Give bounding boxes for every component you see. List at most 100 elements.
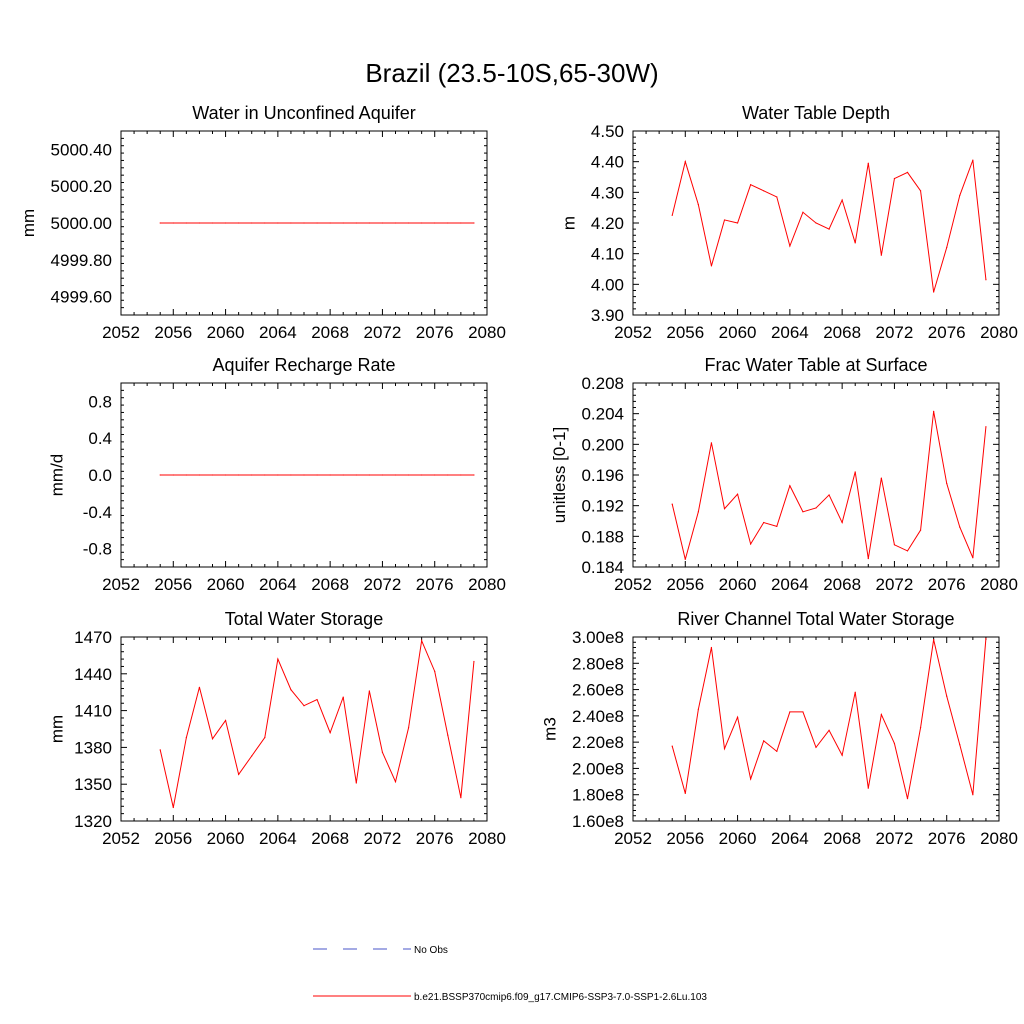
data-point — [434, 474, 436, 476]
x-tick-label: 2068 — [311, 323, 349, 342]
x-tick-label: 2052 — [614, 575, 652, 594]
data-point — [238, 222, 240, 224]
data-point — [211, 222, 214, 224]
y-axis-label: mm — [48, 715, 67, 743]
x-tick-label: 2056 — [666, 575, 704, 594]
data-point — [277, 474, 279, 476]
data-point — [671, 503, 673, 505]
figure-title: Brazil (23.5-10S,65-30W) — [365, 58, 658, 88]
data-point — [684, 161, 686, 163]
data-point — [303, 222, 305, 224]
data-point — [172, 222, 174, 224]
data-point — [802, 711, 804, 713]
x-tick-label: 2068 — [823, 575, 861, 594]
y-tick-label: 2.60e8 — [572, 681, 624, 700]
data-point — [893, 544, 896, 546]
data-point — [172, 806, 174, 809]
x-tick-label: 2064 — [771, 829, 809, 848]
x-tick-label: 2060 — [719, 575, 757, 594]
data-point — [919, 727, 922, 729]
data-point — [684, 792, 686, 795]
panel-4: Frac Water Table at Surface 2052 2056 2060 2… — [550, 355, 1018, 594]
y-tick-label: 0.184 — [581, 558, 624, 577]
y-axis-label: unitless [0-1] — [550, 427, 569, 523]
data-point — [906, 550, 909, 552]
x-tick-label: 2080 — [468, 323, 506, 342]
y-tick-label: -0.8 — [83, 540, 112, 559]
x-tick-label: 2068 — [311, 829, 349, 848]
series-line — [671, 411, 987, 560]
y-tick-label: 3.90 — [591, 306, 624, 325]
panel-title: Frac Water Table at Surface — [704, 355, 927, 375]
x-tick-label: 2052 — [614, 323, 652, 342]
data-point — [985, 426, 987, 428]
panel-6: River Channel Total Water Storage 2052 205… — [540, 609, 1018, 848]
data-point — [264, 474, 266, 476]
legend-no-obs-label: No Obs — [414, 945, 448, 956]
data-point — [159, 749, 161, 751]
y-tick-label: -0.4 — [83, 503, 112, 522]
panel-title: Aquifer Recharge Rate — [212, 355, 395, 375]
data-point — [736, 716, 739, 718]
panel-title: Water in Unconfined Aquifer — [192, 103, 415, 123]
x-tick-label: 2056 — [154, 575, 192, 594]
data-point — [880, 477, 882, 479]
panel-1: Water in Unconfined Aquifer 2052 2056 2060 2… — [19, 103, 506, 342]
data-point — [815, 222, 817, 224]
data-point — [394, 222, 397, 224]
y-tick-label: 5000.40 — [51, 140, 112, 159]
data-point — [959, 526, 961, 528]
data-point — [368, 474, 370, 476]
data-point — [972, 159, 974, 161]
data-point — [277, 222, 279, 224]
data-point — [342, 696, 344, 698]
legend: No Obs b.e21.BSSP370cmip6.f09_g17.CMIP6-… — [313, 945, 707, 1003]
data-point — [933, 291, 935, 293]
data-point — [933, 410, 935, 412]
data-point — [867, 787, 869, 789]
data-point — [381, 474, 384, 476]
data-point — [841, 199, 843, 201]
y-tick-label: 4.20 — [591, 214, 624, 233]
panel-title: Water Table Depth — [742, 103, 890, 123]
data-point — [460, 797, 462, 799]
data-point — [460, 474, 462, 476]
x-tick-label: 2060 — [207, 829, 245, 848]
x-tick-label: 2064 — [771, 575, 809, 594]
y-tick-label: 0.8 — [88, 392, 112, 411]
x-tick-label: 2076 — [416, 829, 454, 848]
y-tick-label: 4.30 — [591, 183, 624, 202]
x-tick-label: 2056 — [666, 829, 704, 848]
data-point — [251, 474, 253, 476]
data-point — [224, 222, 227, 224]
y-tick-label: 1.60e8 — [572, 812, 624, 831]
data-point — [789, 485, 791, 487]
x-tick-label: 2064 — [771, 323, 809, 342]
y-tick-label: 1470 — [74, 628, 112, 647]
y-tick-label: 0.4 — [88, 429, 112, 448]
data-point — [185, 736, 187, 739]
data-point — [394, 474, 397, 476]
data-point — [946, 246, 948, 249]
data-point — [185, 474, 187, 476]
data-point — [750, 184, 752, 186]
data-point — [736, 493, 739, 495]
data-point — [277, 658, 279, 660]
data-point — [447, 474, 449, 476]
data-point — [985, 637, 987, 639]
data-point — [368, 222, 370, 224]
data-point — [316, 474, 318, 476]
data-point — [763, 190, 765, 192]
data-point — [750, 543, 752, 545]
y-tick-label: 1.80e8 — [572, 786, 624, 805]
x-tick-label: 2076 — [928, 575, 966, 594]
data-point — [828, 729, 830, 731]
data-point — [421, 222, 423, 224]
data-point — [723, 748, 726, 750]
data-point — [906, 798, 909, 800]
y-tick-label: 0.200 — [581, 435, 624, 454]
x-tick-label: 2056 — [666, 323, 704, 342]
data-point — [303, 474, 305, 476]
panel-3: Aquifer Recharge Rate 2052 2056 2060 2064 206… — [48, 355, 506, 594]
